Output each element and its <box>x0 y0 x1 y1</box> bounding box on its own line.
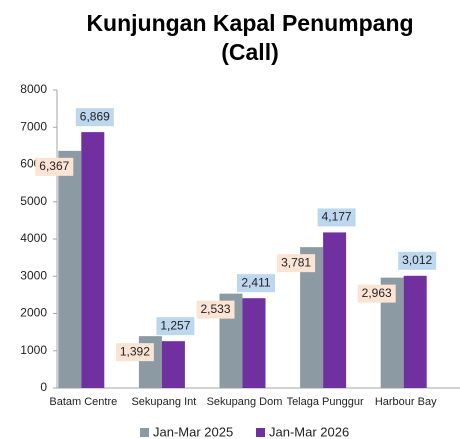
value-label-bg <box>35 157 74 176</box>
y-tick-label: 8000 <box>20 82 47 96</box>
x-tick-label: Harbour Bay <box>375 396 437 408</box>
value-label-bg <box>75 108 114 127</box>
x-tick-label: Batam Centre <box>49 396 117 408</box>
value-label-bg <box>398 251 437 270</box>
value-label-bg <box>277 254 316 273</box>
legend-label: Jan-Mar 2026 <box>269 424 349 439</box>
bar <box>403 275 427 388</box>
value-label-bg <box>237 274 275 293</box>
x-tick-label: Sekupang Dom <box>207 396 283 408</box>
bar <box>161 341 185 388</box>
value-label-bg <box>156 317 195 336</box>
value-label: 3,012 <box>402 253 432 267</box>
bar <box>58 150 82 388</box>
chart-title: (Call) <box>221 39 279 65</box>
bar <box>323 232 347 388</box>
bar <box>81 132 105 388</box>
value-label: 6,869 <box>80 109 110 123</box>
value-label: 2,533 <box>200 302 230 316</box>
y-tick-label: 1000 <box>20 343 47 357</box>
legend-swatch <box>140 428 149 437</box>
value-label: 1,392 <box>120 344 150 358</box>
chart-title: Kunjungan Kapal Penumpang <box>86 10 413 36</box>
value-label: 2,411 <box>241 275 270 289</box>
value-label: 2,963 <box>362 286 392 300</box>
value-label: 1,257 <box>160 318 190 332</box>
value-label-bg <box>196 300 235 319</box>
value-label-bg <box>357 284 396 303</box>
value-label: 3,781 <box>281 255 311 269</box>
y-tick-label: 2000 <box>20 306 47 320</box>
bar <box>380 277 404 388</box>
y-tick-label: 4000 <box>20 231 47 245</box>
x-tick-label: Sekupang Int <box>131 396 196 408</box>
value-label-bg <box>115 343 154 362</box>
y-tick-label: 3000 <box>20 268 47 282</box>
y-tick-label: 0 <box>40 380 47 394</box>
value-label: 4,177 <box>322 210 352 224</box>
value-label-bg <box>317 208 356 227</box>
legend-label: Jan-Mar 2025 <box>153 424 233 439</box>
x-tick-label: Telaga Punggur <box>287 396 364 408</box>
y-tick-label: 5000 <box>20 194 47 208</box>
bar <box>300 247 324 388</box>
legend-swatch <box>256 428 265 437</box>
y-tick-label: 7000 <box>20 119 47 133</box>
bar <box>242 298 266 388</box>
value-label: 6,367 <box>39 159 69 173</box>
